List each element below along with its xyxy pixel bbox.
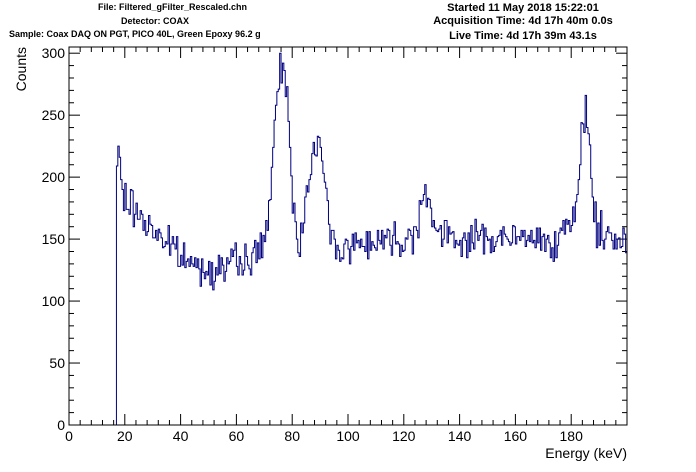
y-tick-label: 300	[42, 45, 66, 61]
y-tick-label: 250	[42, 107, 66, 123]
plot-frame	[68, 46, 628, 426]
detector-label: Detector: COAX	[121, 16, 190, 26]
x-tick-label: 0	[65, 428, 73, 444]
y-tick-label: 50	[49, 355, 65, 371]
y-tick-label: 0	[57, 417, 65, 433]
acquisition-time-label: Acquisition Time: 4d 17h 40m 0.0s	[433, 15, 613, 27]
y-axis-title: Counts	[13, 47, 29, 91]
file-label: File: Filtered_gFilter_Rescaled.chn	[98, 2, 248, 12]
x-tick-label: 100	[336, 428, 360, 444]
live-time-label: Live Time: 4d 17h 39m 43.1s	[449, 30, 597, 42]
x-tick-label: 140	[448, 428, 472, 444]
x-axis-title: Energy (keV)	[545, 445, 627, 461]
spectrum-series	[69, 52, 627, 426]
x-tick-label: 160	[504, 428, 528, 444]
y-tick-label: 100	[42, 293, 66, 309]
x-tick-label: 20	[117, 428, 133, 444]
sample-label: Sample: Coax DAQ ON PGT, PICO 40L, Green…	[9, 29, 261, 39]
x-tick-label: 60	[229, 428, 245, 444]
y-axis-ticks: 0 50 100 150 200 250 300	[42, 45, 627, 433]
x-tick-label: 80	[284, 428, 300, 444]
x-tick-label: 120	[392, 428, 416, 444]
y-tick-label: 150	[42, 231, 66, 247]
x-tick-label: 40	[173, 428, 189, 444]
x-tick-label: 180	[560, 428, 584, 444]
spectrum-histogram-line	[69, 52, 627, 426]
y-tick-label: 200	[42, 169, 66, 185]
x-axis-ticks: 0 20 40 60 80 100 120 140 160 180	[65, 47, 628, 444]
started-label: Started 11 May 2018 15:22:01	[447, 2, 599, 14]
